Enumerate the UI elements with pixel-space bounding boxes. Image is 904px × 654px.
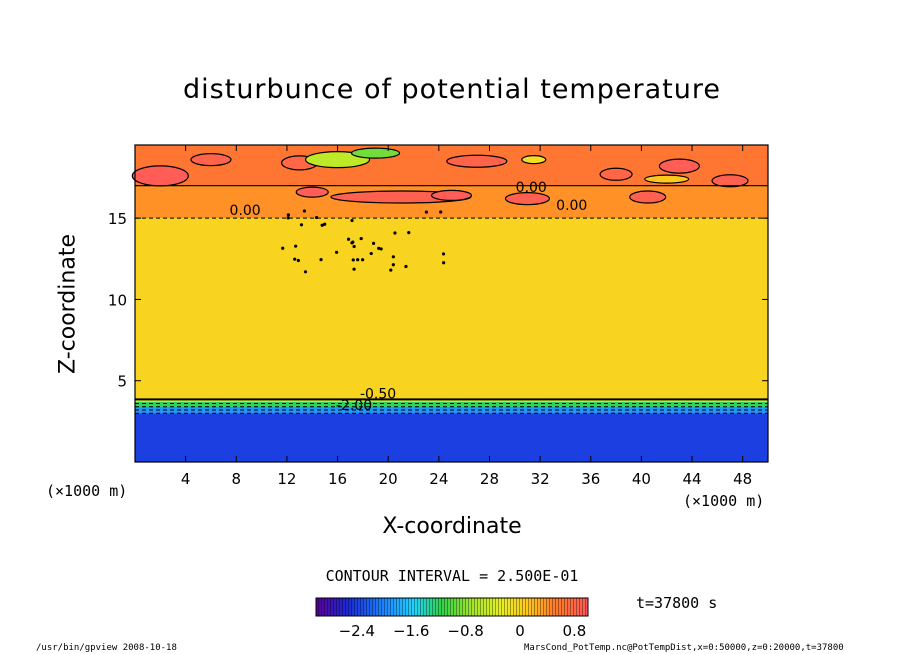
contour-speck: [320, 223, 324, 227]
colorbar-tick-label: −2.4: [339, 622, 375, 640]
x-tick-label: 12: [277, 470, 296, 488]
contour-speck: [319, 258, 323, 262]
contour-speck: [281, 246, 285, 250]
contour-speck: [350, 241, 354, 245]
colorbar: −2.4 −1.6 −0.8 0 0.8: [315, 597, 589, 640]
x-axis-unit: (×1000 m): [683, 492, 765, 510]
contour-speck: [302, 209, 307, 213]
warm-anomaly: [658, 158, 700, 174]
contour-speck: [393, 231, 397, 235]
plot-area: 0.000.000.00-0.50-2.004 8 12 16 20 24 28 32 36 40…: [108, 144, 769, 488]
contour-label: 0.00: [230, 203, 261, 219]
chart-title: disturbunce of potential temperature: [183, 74, 721, 105]
colorbar-bins: [316, 598, 588, 616]
warm-anomaly: [430, 189, 473, 201]
contour-speck: [296, 258, 300, 263]
contour-speck: [377, 246, 381, 250]
contour-speck: [441, 252, 446, 256]
cool-anomaly: [644, 174, 690, 184]
contour-label: -0.50: [360, 387, 396, 403]
contour-speck: [424, 210, 428, 214]
contour-speck: [294, 244, 298, 248]
contour-speck: [407, 231, 411, 235]
y-tick-label: 15: [108, 210, 127, 228]
warm-anomaly: [599, 167, 633, 181]
footer-right: MarsCond_PotTemp.nc@PotTempDist,x=0:5000…: [524, 643, 844, 653]
x-axis-label: X-coordinate: [382, 514, 522, 539]
field-layer: [135, 218, 768, 399]
x-tick-label: 48: [733, 470, 752, 488]
warm-anomaly: [629, 190, 667, 204]
x-tick-label: 8: [232, 470, 242, 488]
x-tick-label: 16: [328, 470, 347, 488]
contour-speck: [351, 258, 355, 262]
colorbar-tick-label: −1.6: [393, 622, 429, 640]
warm-anomaly: [131, 165, 189, 187]
cool-anomaly: [350, 147, 401, 159]
contour-speck: [346, 237, 351, 241]
field-layer: [135, 401, 768, 407]
x-tick-label: 40: [632, 470, 651, 488]
contour-speck: [352, 244, 356, 249]
contour-speck: [439, 210, 443, 214]
contour-speck: [314, 215, 319, 220]
contour-speck: [356, 258, 360, 262]
colorbar-tick-label: 0: [515, 622, 525, 640]
contour-speck: [361, 258, 365, 262]
colorbar-tick-label: −0.8: [447, 622, 483, 640]
contour-speck: [391, 263, 395, 267]
contour-speck: [359, 236, 363, 241]
contour-interval-label: CONTOUR INTERVAL = 2.500E-01: [325, 567, 579, 585]
contour-speck: [369, 251, 373, 256]
y-tick-label: 10: [108, 291, 127, 309]
contour-speck: [350, 218, 354, 223]
y-tick-label: 5: [117, 373, 127, 391]
contour-speck: [286, 213, 290, 217]
time-label: t=37800 s: [636, 594, 718, 612]
footer-left: /usr/bin/gpview 2008-10-18: [36, 643, 177, 653]
colorbar-frame: [315, 597, 589, 617]
contour-speck: [334, 250, 339, 254]
x-tick-label: 28: [480, 470, 499, 488]
warm-anomaly: [504, 192, 551, 206]
contour-speck: [286, 216, 290, 220]
contour-speck: [299, 223, 304, 227]
warm-anomaly: [295, 186, 329, 198]
contour-label: -2.00: [336, 398, 372, 414]
plot-frame: [134, 144, 769, 463]
warm-anomaly: [190, 153, 232, 167]
contour-speck: [303, 270, 308, 274]
y-axis-unit: (×1000 m): [46, 482, 128, 500]
contour-speck: [352, 267, 356, 271]
warm-anomaly: [446, 154, 508, 168]
contour-speck: [404, 264, 408, 269]
x-tick-label: 20: [379, 470, 398, 488]
y-axis-label: Z-coordinate: [55, 234, 81, 374]
colorbar-tick-label: 0.8: [562, 622, 586, 640]
contour-speck: [379, 247, 383, 251]
warm-anomaly: [711, 174, 749, 188]
contour-speck: [293, 257, 297, 261]
x-tick-label: 36: [581, 470, 600, 488]
contour-speck: [389, 268, 393, 272]
x-tick-label: 44: [682, 470, 701, 488]
contour-speck: [323, 222, 327, 226]
x-tick-label: 4: [181, 470, 191, 488]
contour-label: 0.00: [556, 198, 587, 214]
field-layer: [135, 413, 768, 462]
contour-speck: [391, 255, 395, 259]
x-tick-label: 32: [531, 470, 550, 488]
contour-speck: [442, 261, 446, 265]
contour-label: 0.00: [516, 180, 547, 196]
contour-speck: [371, 241, 376, 245]
x-tick-label: 24: [429, 470, 448, 488]
cool-anomaly: [521, 155, 547, 165]
